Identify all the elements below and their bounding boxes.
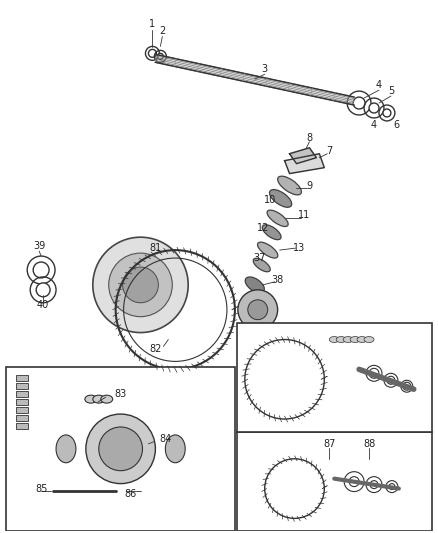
Ellipse shape (350, 336, 360, 343)
Text: 38: 38 (272, 275, 284, 285)
Text: 9: 9 (306, 181, 312, 190)
Circle shape (33, 262, 49, 278)
Ellipse shape (85, 395, 97, 403)
Polygon shape (285, 154, 324, 174)
Ellipse shape (56, 435, 76, 463)
Circle shape (109, 253, 172, 317)
Ellipse shape (336, 336, 346, 343)
Text: 81: 81 (149, 243, 162, 253)
Circle shape (36, 283, 50, 297)
Circle shape (123, 267, 159, 303)
Text: 1: 1 (149, 19, 155, 29)
Ellipse shape (343, 336, 353, 343)
Bar (16, 399, 28, 405)
Circle shape (349, 477, 359, 487)
Text: 37: 37 (254, 253, 266, 263)
Circle shape (353, 97, 365, 109)
Bar (16, 407, 28, 413)
Text: 40: 40 (37, 300, 49, 310)
Ellipse shape (278, 176, 301, 195)
Bar (16, 415, 28, 421)
Text: 83: 83 (114, 389, 127, 399)
Circle shape (387, 376, 395, 384)
Ellipse shape (357, 336, 367, 343)
Circle shape (389, 483, 395, 490)
Text: 7: 7 (326, 146, 332, 156)
Circle shape (248, 300, 268, 320)
Text: 6: 6 (394, 120, 400, 130)
Circle shape (148, 50, 156, 58)
Text: 82: 82 (149, 344, 162, 354)
Text: 13: 13 (293, 243, 306, 253)
Text: 87: 87 (323, 439, 336, 449)
Ellipse shape (101, 395, 113, 403)
Text: 3: 3 (261, 64, 268, 74)
Ellipse shape (165, 435, 185, 463)
Text: 2: 2 (159, 27, 166, 36)
Ellipse shape (93, 395, 105, 403)
Ellipse shape (262, 225, 281, 240)
Circle shape (86, 414, 155, 483)
Text: 88: 88 (363, 439, 375, 449)
Bar (16, 375, 28, 381)
Text: 86: 86 (124, 489, 137, 498)
Text: 4: 4 (376, 80, 382, 90)
Text: 11: 11 (298, 211, 311, 220)
Circle shape (369, 103, 379, 113)
Text: 12: 12 (257, 223, 269, 233)
Circle shape (238, 290, 278, 329)
Bar (237, 432, 431, 531)
Ellipse shape (329, 336, 339, 343)
Bar (16, 423, 28, 429)
Ellipse shape (267, 210, 288, 227)
Circle shape (369, 368, 379, 378)
Text: 5: 5 (388, 86, 394, 96)
Ellipse shape (258, 242, 278, 258)
Circle shape (93, 237, 188, 333)
Text: 84: 84 (159, 434, 171, 444)
Text: 10: 10 (264, 196, 276, 205)
Circle shape (157, 53, 163, 59)
Polygon shape (290, 148, 316, 164)
Ellipse shape (253, 258, 270, 272)
Bar (16, 383, 28, 389)
Text: 39: 39 (33, 241, 45, 251)
Ellipse shape (269, 190, 292, 207)
Bar (7, 367, 235, 531)
Ellipse shape (364, 336, 374, 343)
Text: 85: 85 (35, 483, 47, 494)
Circle shape (403, 382, 411, 390)
Text: 4: 4 (371, 120, 377, 130)
Text: 8: 8 (306, 133, 312, 143)
Circle shape (370, 481, 378, 489)
Bar (237, 322, 431, 432)
Circle shape (383, 109, 391, 117)
Ellipse shape (245, 277, 265, 293)
Bar (16, 391, 28, 397)
Circle shape (99, 427, 142, 471)
